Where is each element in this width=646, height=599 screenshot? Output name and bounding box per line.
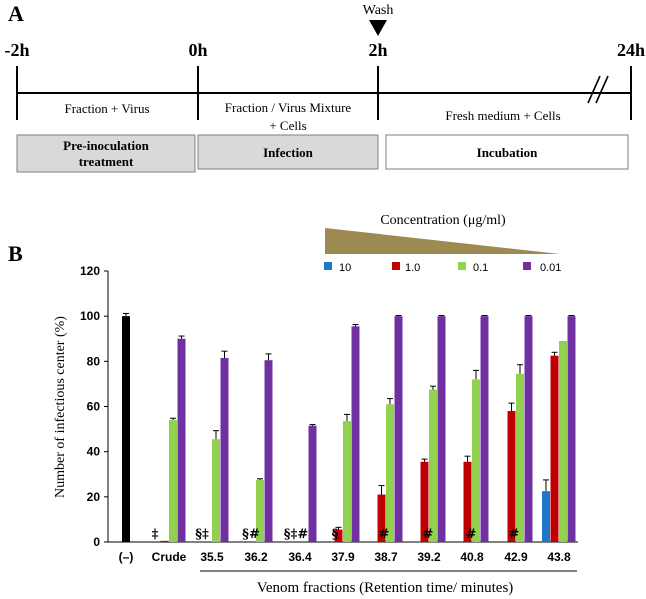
- legend-label-1: 1.0: [405, 262, 420, 274]
- bar-1-0-39-2: [420, 461, 429, 542]
- bar-0-01-42-9: [524, 316, 533, 542]
- legend-swatch-0-01: [523, 262, 531, 270]
- bar-1-0-37-9: [334, 529, 343, 542]
- segment-label-infection-2: + Cells: [269, 118, 306, 133]
- bar-0-1-36-2: [256, 479, 264, 542]
- x-tick-label-43-8: 43.8: [547, 550, 571, 564]
- y-tick-label: 100: [80, 309, 100, 323]
- bar-0-01-35-5: [220, 357, 229, 542]
- segment-label-pre: Fraction + Virus: [64, 101, 149, 116]
- timeline-break-icon-2: [595, 75, 609, 104]
- legend-swatch-10: [324, 262, 332, 270]
- bar-0-01-36-2: [264, 360, 273, 542]
- bar-1-0-42-9: [507, 411, 516, 542]
- bar-control: [122, 316, 130, 542]
- x-tick-label-Crude: Crude: [152, 550, 187, 564]
- time-label-0h: 0h: [188, 40, 207, 60]
- annotation-36-2: §#: [242, 527, 260, 542]
- phase-box-pre: [16, 134, 196, 173]
- phase-label-incubation: Incubation: [477, 145, 538, 160]
- y-tick-label: 0: [93, 535, 100, 549]
- timeline-break-icon: [587, 75, 601, 104]
- y-ticks: 0 20 40 60 80 100 120: [80, 264, 108, 549]
- annotation-42-9: #: [509, 527, 520, 542]
- legend-label-0-01: 0.01: [540, 262, 561, 274]
- x-tick-label-38-7: 38.7: [374, 550, 398, 564]
- bar-0-01-37-9: [351, 326, 360, 542]
- annotation-38-7: #: [379, 527, 390, 542]
- phase-label-pre-2: treatment: [79, 154, 134, 169]
- time-label-24h: 24h: [617, 40, 645, 60]
- bar-0-01-38-7: [394, 316, 403, 542]
- panel-a-label: A: [8, 1, 24, 26]
- y-tick-label: 80: [87, 354, 101, 368]
- annotation-35-5: §‡: [195, 527, 209, 542]
- bar-1-0-Crude: [160, 540, 169, 542]
- phase-label-pre-1: Pre-inoculation: [63, 138, 149, 153]
- annotation-36-4: §‡#: [284, 527, 309, 542]
- bar-1-0-43-8: [550, 355, 559, 542]
- phase-box-incubation: [385, 134, 629, 170]
- x-tick-label-42-9: 42.9: [504, 550, 528, 564]
- y-axis-label: Number of infectious center (%): [53, 316, 68, 498]
- bar-0-1-43-8: [559, 341, 567, 542]
- x-tick-label-40-8: 40.8: [460, 550, 484, 564]
- x-tick-label-39-2: 39.2: [417, 550, 441, 564]
- bar-1-0-38-7: [377, 494, 386, 542]
- bar-10-43-8: [542, 491, 550, 542]
- segment-label-incubation: Fresh medium + Cells: [445, 108, 560, 123]
- annotation-40-8: #: [466, 527, 477, 542]
- venom-fraction-label: Venom fractions (Retention time/ minutes…: [257, 580, 514, 596]
- bar-0-1-40-8: [472, 379, 480, 542]
- bar-1-0-40-8: [463, 461, 472, 542]
- x-tick-label-37-9: 37.9: [331, 550, 355, 564]
- bar-0-1-39-2: [429, 389, 437, 542]
- bar-0-01-39-2: [437, 316, 446, 542]
- wash-label: Wash: [363, 3, 394, 18]
- panel-b-label: B: [8, 241, 23, 266]
- annotations: ‡ §‡ §# §‡# § # # # #: [152, 527, 520, 542]
- wash-arrow-icon: [369, 20, 387, 36]
- concentration-wedge: [325, 228, 560, 254]
- legend-label-10: 10: [339, 262, 351, 274]
- x-tick-label-36-2: 36.2: [244, 550, 268, 564]
- annotation-Crude: ‡: [152, 527, 159, 542]
- bar-0-01-Crude: [177, 338, 186, 542]
- bar-0-01-36-4: [308, 425, 317, 542]
- time-label-minus2h: -2h: [4, 40, 29, 60]
- y-tick-label: 40: [87, 445, 101, 459]
- time-label-2h: 2h: [368, 40, 387, 60]
- segment-label-infection-1: Fraction / Virus Mixture: [225, 100, 352, 115]
- bar-0-1-35-5: [212, 439, 220, 542]
- bars: [122, 312, 576, 542]
- concentration-title: Concentration (μg/ml): [380, 213, 506, 228]
- bar-0-1-37-9: [343, 421, 351, 542]
- bar-0-1-38-7: [386, 404, 394, 542]
- bar-0-1-42-9: [516, 373, 524, 542]
- y-tick-label: 20: [87, 490, 101, 504]
- annotation-39-2: #: [423, 527, 434, 542]
- legend-swatch-1: [392, 262, 400, 270]
- y-tick-label: 120: [80, 264, 100, 278]
- legend: 10 1.0 0.1 0.01: [324, 262, 561, 274]
- x-tick-labels: (–) Crude 35.5 36.2 36.4 37.9 38.7 39.2 40.8 42.9…: [119, 550, 571, 564]
- y-tick-label: 60: [87, 400, 101, 414]
- legend-label-0-1: 0.1: [473, 262, 488, 274]
- annotation-37-9: §: [332, 527, 339, 542]
- bar-0-01-40-8: [480, 316, 489, 542]
- x-tick-label-35-5: 35.5: [200, 550, 224, 564]
- bar-0-01-43-8: [567, 316, 576, 542]
- phase-box-infection: [197, 134, 379, 170]
- legend-swatch-0-1: [458, 262, 466, 270]
- x-tick-label-neg: (–): [119, 550, 134, 564]
- x-tick-label-36-4: 36.4: [288, 550, 312, 564]
- phase-label-infection: Infection: [263, 145, 314, 160]
- bar-0-1-Crude: [169, 420, 177, 542]
